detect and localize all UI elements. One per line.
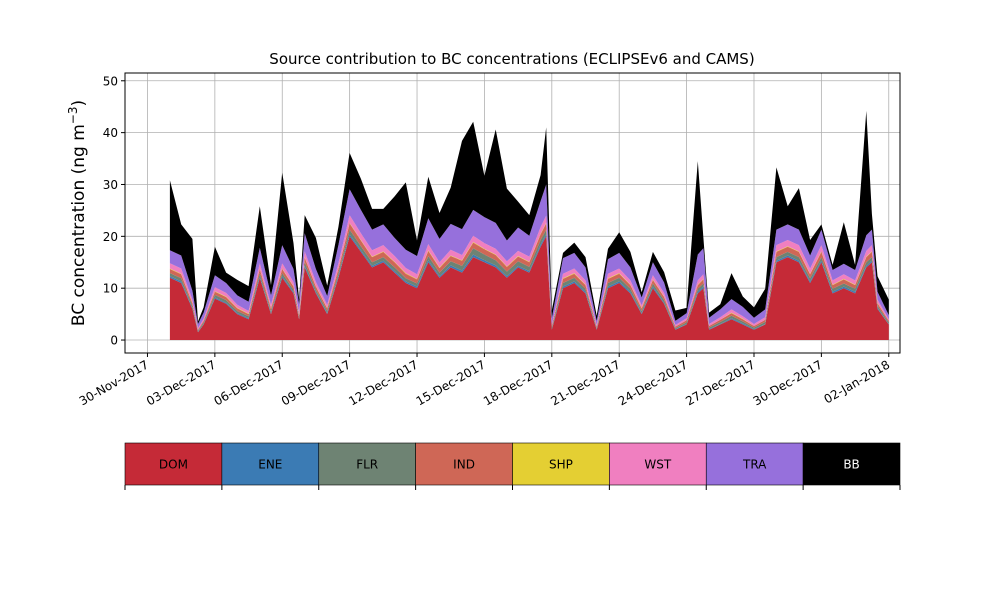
x-tick-label: 06-Dec-2017 <box>211 357 285 408</box>
legend-swatch-ind <box>415 442 513 486</box>
chart-title: Source contribution to BC concentrations… <box>269 50 754 68</box>
x-tick-label: 30-Dec-2017 <box>751 357 825 408</box>
x-tick-label: 15-Dec-2017 <box>414 357 488 408</box>
legend-label-bb: BB <box>843 458 859 472</box>
legend-label-tra: TRA <box>742 458 767 472</box>
plot-frame <box>124 72 901 354</box>
legend-swatch-flr <box>318 442 416 486</box>
x-tick-label: 12-Dec-2017 <box>346 357 420 408</box>
legend-swatch-tra <box>705 442 804 486</box>
y-tick-label: 30 <box>103 178 118 192</box>
legend-label-wst: WST <box>644 458 671 472</box>
legend-label-ind: IND <box>453 458 475 472</box>
y-tick-label: 0 <box>110 334 118 348</box>
legend-colorbar: DOM ENE FLR IND SHP WST TRA BB <box>124 442 901 490</box>
legend-swatch-dom <box>124 442 223 486</box>
x-tick-label: 03-Dec-2017 <box>144 357 218 408</box>
legend-label-flr: FLR <box>356 458 378 472</box>
stacked-areas <box>169 110 889 340</box>
x-tick-label: 02-Jan-2018 <box>821 357 892 406</box>
legend-label-shp: SHP <box>549 458 573 472</box>
x-tick-label: 09-Dec-2017 <box>279 357 353 408</box>
x-tick-label: 27-Dec-2017 <box>683 357 757 408</box>
area-series-tra <box>169 184 889 329</box>
x-tick-label: 24-Dec-2017 <box>616 357 690 408</box>
y-tick-label: 40 <box>103 126 118 140</box>
area-series-dom <box>169 236 889 340</box>
y-tick-label: 10 <box>103 282 118 296</box>
legend-swatch-bb <box>802 442 901 486</box>
x-tick-label: 18-Dec-2017 <box>481 357 555 408</box>
y-axis: 0 10 20 30 40 50 <box>103 74 125 348</box>
y-tick-label: 50 <box>103 74 118 88</box>
legend-label-ene: ENE <box>258 458 282 472</box>
y-tick-label: 20 <box>103 230 118 244</box>
x-tick-label: 30-Nov-2017 <box>77 357 151 408</box>
legend-label-dom: DOM <box>159 458 188 472</box>
legend-swatch-wst <box>609 442 707 486</box>
legend-swatch-ene <box>221 442 320 486</box>
y-axis-label: BC concentration (ng m−3) <box>66 100 89 326</box>
x-axis: 30-Nov-201703-Dec-201706-Dec-201709-Dec-… <box>77 353 892 408</box>
x-tick-label: 21-Dec-2017 <box>548 357 622 408</box>
area-series-bb <box>169 110 889 325</box>
